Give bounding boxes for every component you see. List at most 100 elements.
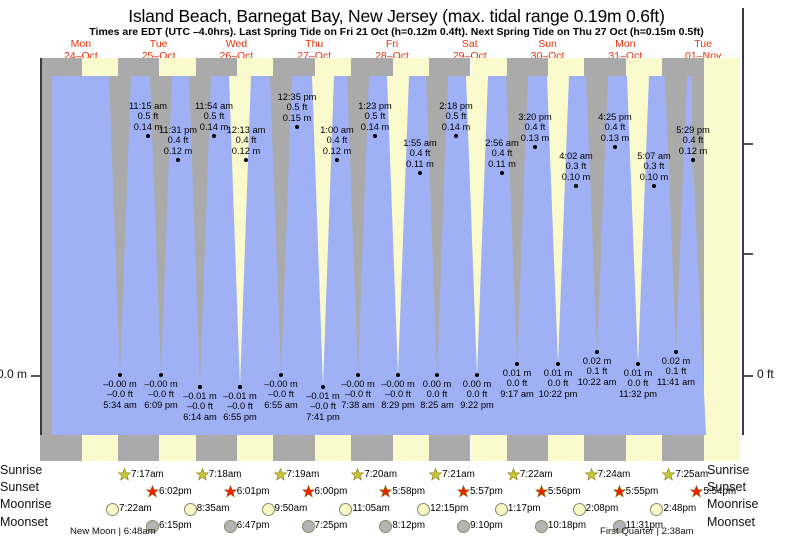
low-tide-marker-8 [435, 373, 439, 377]
low-tide-ft: –0.0 ft [187, 401, 213, 412]
high-tide-line: 0.10 m [561, 171, 591, 182]
low-tide-ft: 0.0 ft [506, 378, 528, 389]
low-tide-time: 9:22 pm [460, 399, 494, 410]
left-axis: 0.0 m [0, 58, 40, 435]
low-tide-m: –0.01 m [183, 391, 217, 401]
high-tide-line: 11:15 am [128, 101, 168, 111]
row-labels-left: Sunrise Sunset Moonrise Moonset [0, 462, 86, 531]
sunset-time-6: 5:55pm [625, 486, 659, 497]
low-tide-marker-13 [636, 362, 640, 366]
high-tide-line: 12:13 am [226, 125, 266, 135]
high-tide-marker-3 [244, 158, 248, 162]
low-tide-m: –0.01 m [223, 391, 257, 401]
low-tide-marker-12 [595, 350, 599, 354]
left-tick-0: 0.0 m [0, 367, 40, 381]
moonset-row-label: Moonset [0, 514, 48, 529]
moon-phase-time: 2:38am [661, 526, 694, 537]
day-of-week: Mon [70, 38, 92, 50]
high-tide-line: 4:02 am [559, 151, 593, 161]
high-tide-label-7: 1:55 am 0.4 ft 0.11 m [374, 138, 466, 169]
moonset-icon-3 [379, 520, 393, 533]
moonset-time-5: 10:18pm [547, 520, 587, 531]
sunset-icon-5 [534, 485, 548, 498]
low-tide-label-7: –0.00 m –0.0 ft 8:29 pm [352, 379, 444, 410]
low-tide-time: 6:55 am [264, 399, 298, 410]
high-tide-marker-14 [691, 158, 695, 162]
low-tide-m: –0.00 m [264, 379, 298, 389]
sunset-icon-6 [612, 485, 626, 498]
low-tide-m: 0.02 m [582, 356, 612, 366]
low-tide-m: 0.01 m [623, 368, 653, 378]
sunrise-icon-0 [118, 468, 131, 481]
high-tide-line: 0.4 ft [167, 135, 189, 146]
low-tide-m: –0.00 m [103, 379, 137, 389]
moonrise-icon-0 [106, 503, 119, 516]
low-tide-time: 6:14 am [183, 411, 217, 422]
high-tide-line: 0.12 m [322, 145, 352, 156]
high-tide-line: 0.11 m [488, 158, 516, 169]
high-tide-label-2: 11:54 am 0.5 ft 0.14 m [168, 101, 260, 132]
high-tide-line: 0.5 ft [445, 111, 467, 122]
bottom-day-band-8 [703, 435, 740, 461]
high-tide-marker-1 [176, 158, 180, 162]
moonset-time-3: 8:12pm [392, 520, 426, 531]
bottom-night-band-0 [40, 435, 82, 461]
bottom-night-band-2 [195, 435, 238, 461]
low-tide-label-9: 0.00 m 0.0 ft 9:22 pm [431, 379, 523, 410]
moonset-time-0: 6:15pm [159, 520, 192, 531]
low-tide-label-5: –0.01 m –0.0 ft 7:41 pm [277, 391, 369, 422]
day-of-week: Thu [305, 38, 324, 50]
right-tick-label: 0 ft [757, 367, 774, 381]
low-tide-label-8: 0.00 m 0.0 ft 8:25 am [391, 379, 483, 410]
moonrise-time-0: 7:22am [119, 503, 152, 514]
sunset-time-5: 5:56pm [547, 486, 581, 497]
plot-left-axis-line [40, 58, 744, 435]
bottom-day-band-2 [237, 435, 274, 461]
low-tide-label-0: –0.00 m –0.0 ft 5:34 am [74, 379, 166, 410]
high-tide-line: 0.12 m [231, 145, 261, 156]
low-tide-ft: 0.0 ft [547, 378, 569, 389]
high-tide-line: 0.4 ft [326, 135, 348, 146]
high-tide-marker-9 [500, 171, 504, 175]
high-tide-line: 1:23 pm [358, 101, 392, 111]
low-tide-time: 7:38 am [341, 399, 375, 410]
low-tide-label-11: 0.01 m 0.0 ft 10:22 pm [512, 368, 604, 399]
high-tide-line: 0.4 ft [682, 135, 704, 146]
moonrise-time-4: 12:15pm [430, 503, 469, 514]
high-tide-line: 0.12 m [163, 145, 193, 156]
moon-phase-separator: | [653, 526, 662, 537]
day-of-week: Tue [694, 38, 712, 50]
low-tide-m: 0.01 m [543, 368, 573, 378]
high-tide-line: 12:35 pm [277, 92, 317, 102]
moon-phase-1: First Quarter | 2:38am [600, 526, 694, 537]
day-of-week: Mon [615, 38, 636, 50]
moonset-icon-5 [534, 520, 548, 533]
low-tide-m: 0.01 m [502, 368, 532, 378]
low-tide-ft: –0.0 ft [268, 389, 294, 400]
low-tide-label-10: 0.01 m 0.0 ft 9:17 am [471, 368, 563, 399]
sunset-time-1: 6:01pm [236, 486, 270, 497]
low-tide-marker-5 [321, 385, 325, 389]
high-tide-line: 0.4 ft [235, 135, 257, 146]
day-of-week: Sat [461, 38, 478, 50]
low-tide-marker-1 [159, 373, 163, 377]
day-of-week: Tue [149, 38, 168, 50]
high-tide-marker-5 [335, 158, 339, 162]
high-tide-marker-0 [146, 134, 150, 138]
low-tide-time: 9:17 am [500, 388, 534, 399]
moonrise-time-2: 9:50am [274, 503, 308, 514]
high-tide-line: 11:54 am [194, 101, 234, 111]
sunset-icon-2 [301, 485, 315, 498]
high-tide-label-5: 1:00 am 0.4 ft 0.12 m [291, 125, 383, 156]
bottom-night-band-1 [117, 435, 160, 461]
high-tide-line: 0.5 ft [364, 111, 386, 122]
sunset-icon-3 [379, 485, 393, 498]
day-band-8 [703, 58, 740, 435]
moonrise-icon-6 [572, 503, 586, 516]
low-tide-time: 8:25 am [420, 399, 454, 410]
sunrise-time-1: 7:18am [208, 469, 242, 480]
low-tide-marker-9 [475, 373, 479, 377]
low-tide-marker-3 [238, 385, 242, 389]
high-tide-line: 11:31 pm [158, 125, 198, 135]
